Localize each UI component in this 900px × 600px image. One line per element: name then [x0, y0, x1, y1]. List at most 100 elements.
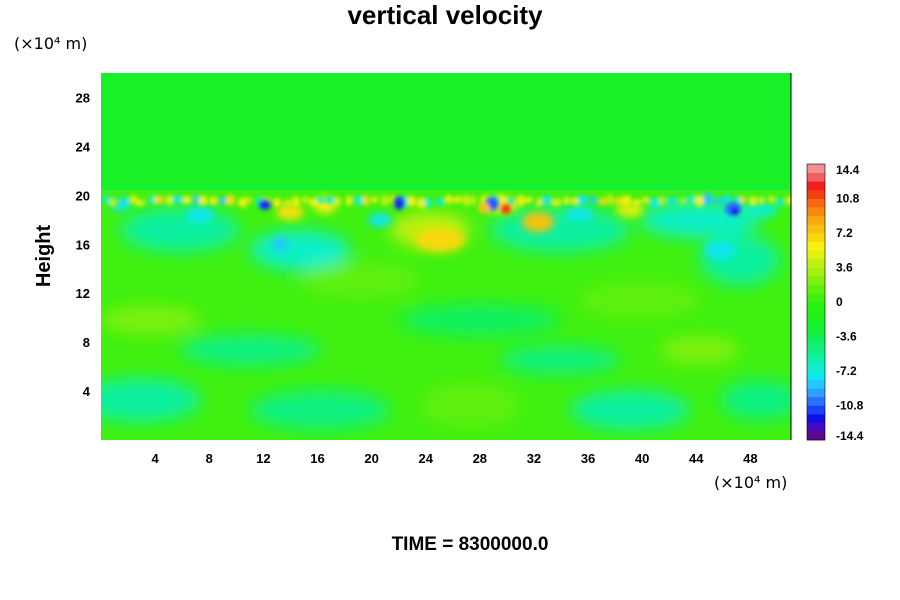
mid-scale-features — [110, 197, 778, 259]
ripple-mark — [748, 196, 758, 206]
ripple-mark — [354, 195, 364, 206]
ripple-mark — [714, 198, 724, 205]
colorbar-swatch — [807, 284, 825, 294]
ripple-mark — [702, 193, 713, 205]
colorbar-swatch — [807, 327, 825, 337]
ripple-mark — [154, 195, 165, 205]
ripple-mark — [370, 196, 378, 203]
y-tick-label: 4 — [83, 384, 91, 399]
ripple-mark — [102, 195, 110, 204]
ripple-mark — [786, 196, 791, 205]
colorbar-tick-label: -14.4 — [836, 429, 864, 443]
ripple-mark — [535, 197, 542, 208]
ripple-mark — [632, 199, 641, 206]
ripple-mark — [148, 195, 157, 205]
plot-area — [101, 73, 792, 440]
colorbar-swatch — [807, 172, 825, 182]
ripple-mark — [551, 198, 562, 207]
ripple-mark — [302, 196, 309, 203]
ripple-mark — [182, 195, 192, 205]
ripple-mark — [686, 195, 696, 203]
ripple-mark — [767, 196, 775, 203]
ripple-mark — [516, 195, 526, 207]
colorbar-swatch — [807, 431, 825, 441]
ripple-mark — [219, 197, 227, 205]
colorbar-tick-label: 0 — [836, 295, 843, 309]
colorbar-swatch — [807, 164, 825, 173]
ripple-mark — [658, 196, 666, 206]
ripple-mark — [435, 197, 445, 207]
ripple-mark — [225, 194, 236, 206]
ripple-mark — [563, 197, 570, 205]
ripple-mark — [380, 194, 389, 207]
colorbar-tick-label: 10.8 — [836, 192, 860, 206]
ripple-mark — [758, 196, 765, 204]
ripple-mark — [198, 195, 208, 206]
colorbar-swatch — [807, 293, 825, 303]
x-tick-label: 40 — [635, 451, 649, 466]
x-tick-label: 20 — [364, 451, 378, 466]
y-tick-label: 28 — [76, 90, 90, 105]
ripple-mark — [316, 196, 325, 204]
ripple-mark — [569, 197, 580, 206]
colorbar-tick-label: -3.6 — [836, 330, 857, 344]
colorbar-swatch — [807, 353, 825, 363]
colorbar-swatch — [807, 181, 825, 191]
colorbar-swatch — [807, 362, 825, 372]
ripple-mark — [694, 194, 704, 207]
colorbar-swatch — [807, 345, 825, 355]
ripple-mark — [109, 198, 118, 207]
ripple-mark — [621, 195, 632, 206]
colorbar-frame — [806, 163, 826, 441]
ripple-mark — [453, 196, 462, 204]
y-axis-ticks: 4 8 12 16 20 24 28 — [76, 90, 91, 399]
colorbar-swatch — [807, 258, 825, 268]
colorbar-swatch — [807, 267, 825, 277]
ripple-mark — [541, 195, 551, 205]
ripple-mark — [325, 196, 335, 204]
ripple-mark — [416, 197, 426, 209]
x-tick-label: 16 — [310, 451, 324, 466]
ripple-mark — [135, 199, 146, 207]
ripple-mark — [588, 196, 598, 204]
ripple-mark — [272, 198, 282, 207]
colorbar-labels: 14.4 10.8 7.2 3.6 0 -3.6 -7.2 -10.8 -14.4 — [836, 163, 864, 443]
ripple-mark — [506, 197, 515, 205]
ripple-mark — [407, 195, 417, 207]
colorbar-swatch — [807, 250, 825, 260]
colorbar-tick-label: 14.4 — [836, 163, 860, 177]
colorbar-tick-label: 7.2 — [836, 226, 853, 240]
ripple-mark — [776, 197, 785, 207]
colorbar-tick-label: -7.2 — [836, 364, 857, 378]
ripple-mark — [193, 195, 201, 204]
ripple-mark — [121, 197, 129, 207]
colorbar-swatch — [807, 241, 825, 251]
y-unit-label: (×10⁴ m) — [14, 34, 87, 53]
colorbar-swatch — [807, 189, 825, 199]
colorbar — [806, 163, 826, 441]
colorbar-swatch — [807, 215, 825, 225]
ripple-mark — [469, 195, 477, 206]
ripple-mark — [599, 197, 607, 206]
colorbar-swatch — [807, 379, 825, 389]
strong-vortices — [259, 196, 741, 216]
colorbar-swatch — [807, 336, 825, 346]
colorbar-swatch — [807, 198, 825, 208]
chart-title: vertical velocity — [347, 0, 543, 30]
ripple-mark — [362, 194, 370, 207]
x-tick-label: 24 — [418, 451, 433, 466]
y-tick-label: 24 — [76, 139, 91, 154]
x-tick-label: 28 — [473, 451, 487, 466]
colorbar-swatch — [807, 371, 825, 380]
ripple-mark — [649, 198, 660, 208]
x-tick-label: 32 — [527, 451, 541, 466]
y-tick-label: 12 — [76, 286, 90, 301]
colorbar-swatch — [807, 396, 825, 406]
ripple-mark — [524, 196, 533, 203]
ripple-mark — [723, 195, 732, 204]
ripple-mark — [165, 195, 173, 206]
ripple-mark — [172, 195, 183, 204]
ripple-mark — [291, 196, 301, 208]
velocity-field — [101, 73, 791, 440]
colorbar-swatch — [807, 233, 825, 242]
